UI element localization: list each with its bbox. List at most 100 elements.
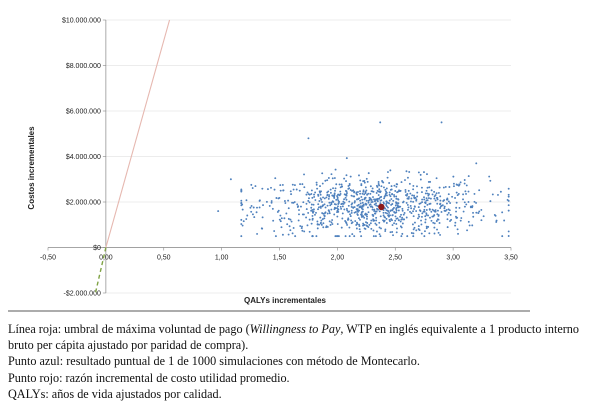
simulation-point	[323, 217, 326, 220]
simulation-point	[301, 183, 304, 186]
simulation-point	[425, 227, 428, 230]
simulation-point	[466, 229, 469, 232]
simulation-point	[455, 191, 458, 194]
simulation-point	[463, 201, 466, 204]
simulation-point	[437, 191, 440, 194]
simulation-point	[345, 180, 347, 183]
simulation-point	[341, 217, 344, 220]
simulation-point	[383, 197, 385, 200]
simulation-point	[480, 208, 483, 211]
simulation-point	[375, 223, 378, 226]
simulation-point	[412, 232, 415, 235]
simulation-point	[240, 235, 243, 238]
simulation-point	[317, 203, 320, 206]
simulation-point	[435, 192, 438, 195]
simulation-point	[280, 217, 283, 220]
cost-utility-scatter-chart: -0,50 0,00 0,50 1,00 1,50 2,00 2,50 3,00 3,50 -$…	[8, 18, 530, 312]
simulation-point	[310, 189, 313, 192]
simulation-point	[320, 223, 323, 226]
simulation-point	[373, 212, 376, 215]
simulation-point	[405, 201, 408, 204]
simulation-point	[340, 183, 343, 186]
simulation-point	[423, 171, 425, 174]
x-tick-label: 0,50	[157, 255, 171, 262]
simulation-point	[424, 215, 427, 218]
simulation-point	[364, 190, 367, 193]
simulation-point	[336, 198, 339, 200]
simulation-point	[287, 233, 290, 236]
simulation-point	[339, 190, 342, 193]
simulation-point	[452, 182, 455, 185]
simulation-point	[307, 193, 310, 195]
simulation-point	[439, 233, 442, 236]
simulation-point	[473, 192, 476, 195]
simulation-point	[270, 201, 273, 204]
simulation-point	[355, 227, 358, 230]
simulation-point	[413, 226, 416, 229]
simulation-point	[383, 195, 386, 198]
simulation-point	[335, 198, 338, 201]
simulation-point	[436, 218, 439, 221]
simulation-point	[278, 218, 281, 221]
simulation-point	[408, 171, 411, 173]
simulation-point	[455, 210, 458, 213]
simulation-point	[375, 204, 378, 207]
simulation-point	[433, 195, 436, 198]
simulation-point	[507, 209, 510, 212]
simulation-point	[388, 211, 391, 214]
simulation-point	[394, 190, 397, 192]
simulation-point	[375, 216, 378, 219]
simulation-point	[366, 180, 369, 183]
simulation-point	[424, 201, 426, 204]
simulation-point	[416, 185, 418, 188]
simulation-point	[386, 212, 389, 215]
simulation-point	[307, 211, 310, 214]
y-tick-label: $2.000.000	[66, 200, 101, 207]
simulation-point	[375, 219, 378, 222]
simulation-point	[339, 186, 342, 189]
simulation-point	[425, 212, 428, 215]
simulation-point	[385, 222, 388, 224]
simulation-point	[497, 193, 499, 196]
simulation-point	[326, 204, 329, 207]
simulation-point	[294, 235, 297, 238]
simulation-point	[362, 204, 365, 207]
simulation-point	[334, 235, 337, 238]
simulation-point	[364, 227, 367, 230]
simulation-point	[438, 186, 441, 189]
simulation-point	[357, 217, 360, 220]
simulation-point	[347, 204, 350, 207]
simulation-point	[290, 193, 293, 196]
simulation-point	[373, 210, 376, 212]
simulation-point	[423, 198, 426, 201]
simulation-point	[442, 186, 445, 189]
figure-notes: Línea roja: umbral de máxima voluntad de…	[8, 321, 583, 402]
simulation-point	[447, 211, 450, 214]
simulation-point	[312, 211, 314, 214]
simulation-point	[270, 200, 273, 202]
simulation-point	[323, 197, 326, 200]
simulation-point	[302, 201, 305, 204]
simulation-point	[361, 208, 364, 211]
simulation-point	[345, 198, 348, 201]
simulation-point	[447, 208, 450, 211]
simulation-point	[457, 232, 459, 235]
simulation-point	[353, 190, 356, 193]
simulation-point	[323, 203, 326, 206]
simulation-point	[316, 227, 319, 230]
simulation-point	[310, 193, 313, 195]
simulation-point	[246, 214, 249, 217]
simulation-point	[379, 190, 382, 193]
simulation-point	[314, 213, 316, 216]
simulation-point	[317, 208, 319, 211]
simulation-point	[401, 207, 404, 210]
simulation-point	[321, 204, 324, 207]
simulation-point	[385, 202, 388, 205]
simulation-point	[338, 183, 341, 186]
simulation-point	[298, 213, 300, 216]
simulation-point	[274, 177, 277, 180]
simulation-point	[467, 220, 470, 223]
simulation-point	[454, 196, 456, 199]
simulation-point	[274, 235, 277, 238]
simulation-point	[348, 200, 351, 203]
